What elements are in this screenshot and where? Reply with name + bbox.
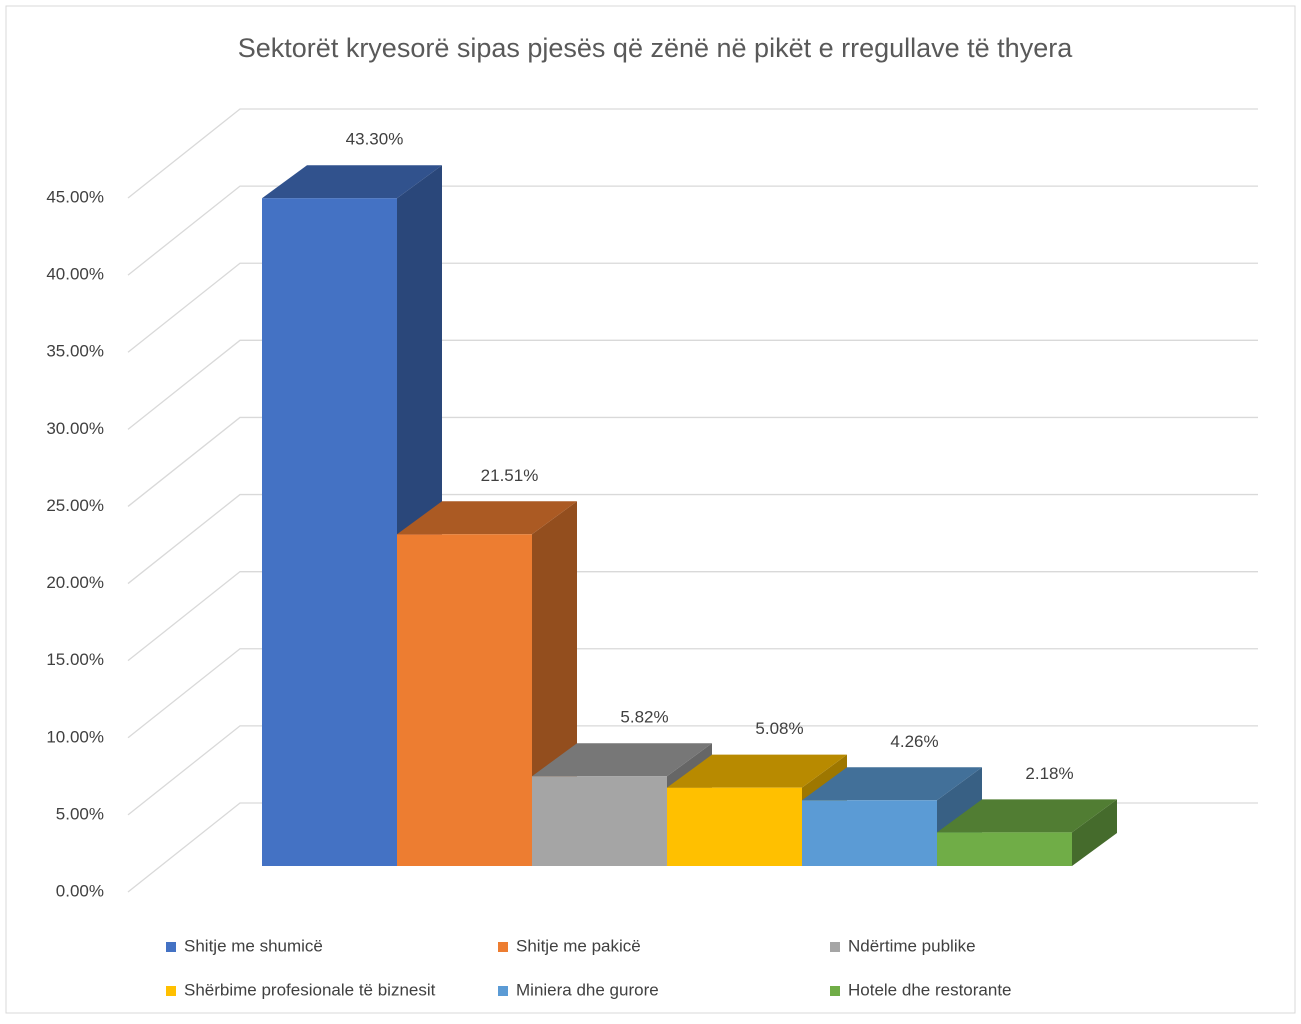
grid-line (127, 339, 1258, 430)
legend-swatch (166, 986, 176, 996)
data-label: 4.26% (890, 732, 938, 751)
bar (262, 198, 397, 866)
bar (532, 776, 667, 866)
legend-swatch (498, 986, 508, 996)
bar-top (667, 754, 847, 788)
bar-top (937, 799, 1117, 833)
grid-line (127, 725, 1258, 816)
bar (802, 800, 937, 866)
bar (667, 787, 802, 866)
data-label: 21.51% (481, 466, 539, 485)
y-tick-label: 0.00% (56, 881, 104, 900)
legend-label: Shitje me pakicë (516, 936, 641, 955)
data-label: 2.18% (1025, 764, 1073, 783)
bar-side (1072, 799, 1117, 866)
legend-swatch (830, 986, 840, 996)
bar-top (802, 767, 982, 801)
legend-label: Shitje me shumicë (184, 936, 323, 955)
y-tick-label: 35.00% (46, 342, 104, 361)
y-tick-label: 25.00% (46, 496, 104, 515)
legend-label: Miniera dhe gurore (516, 980, 659, 999)
bar-top (397, 501, 577, 535)
grid-line (127, 493, 1258, 585)
y-tick-label: 15.00% (46, 650, 104, 669)
legend-swatch (166, 942, 176, 952)
bar-top (262, 165, 442, 199)
grid-line (127, 416, 1258, 507)
y-tick-label: 5.00% (56, 804, 104, 823)
legend-label: Ndërtime publike (848, 936, 976, 955)
y-tick-label: 45.00% (46, 187, 104, 206)
legend-label: Hotele dhe restorante (848, 980, 1012, 999)
data-label: 5.08% (755, 719, 803, 738)
data-label: 43.30% (346, 130, 404, 149)
chart-title: Sektorët kryesorë sipas pjesës që zënë n… (238, 33, 1073, 63)
legend-swatch (498, 942, 508, 952)
grid-line (127, 262, 1258, 353)
data-label: 5.82% (620, 708, 668, 727)
y-tick-label: 40.00% (46, 265, 104, 284)
bar-top (532, 743, 712, 777)
y-tick-label: 10.00% (46, 727, 104, 746)
y-tick-label: 30.00% (46, 419, 104, 438)
y-tick-label: 20.00% (46, 573, 104, 592)
bar (397, 534, 532, 866)
grid-line (127, 185, 1258, 276)
grid-line (127, 108, 1258, 199)
legend-label: Shërbime profesionale të biznesit (184, 980, 436, 999)
grid-line (127, 648, 1258, 739)
bar (937, 832, 1072, 866)
grid-line (127, 571, 1258, 662)
legend-swatch (830, 942, 840, 952)
